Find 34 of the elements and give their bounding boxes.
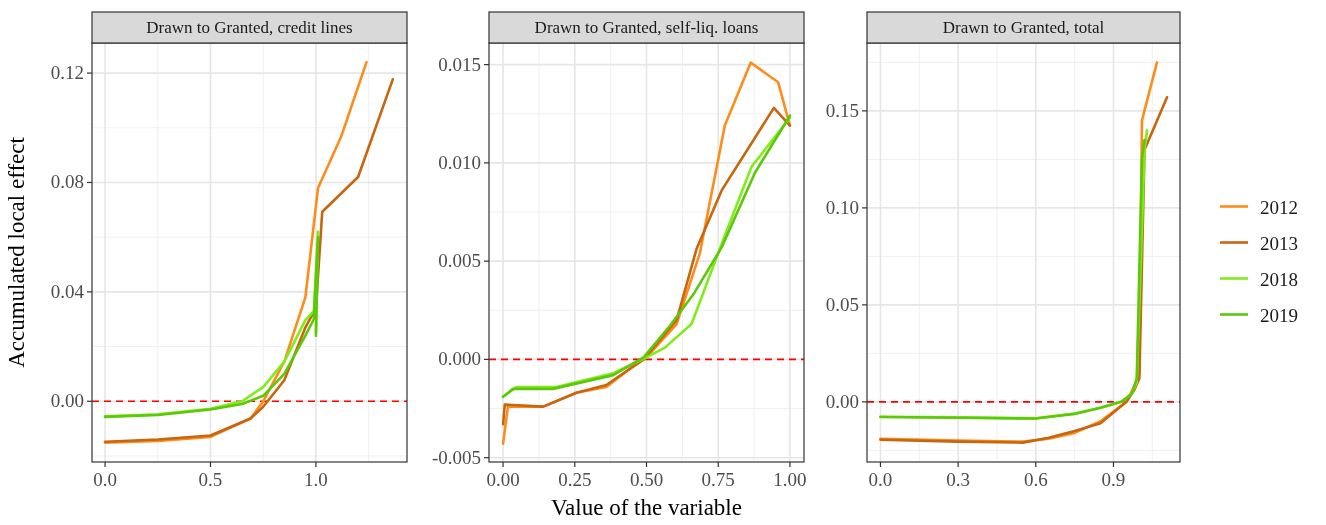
y-tick-label: 0.08: [50, 171, 84, 193]
x-tick-label: 0.00: [486, 469, 520, 490]
legend-label: 2018: [1260, 268, 1298, 290]
y-tick-label: 0.010: [438, 151, 481, 173]
y-tick-label: -0.005: [431, 446, 481, 468]
legend-label: 2013: [1260, 232, 1298, 254]
x-tick-label: 0.75: [701, 469, 735, 490]
y-tick-label: 0.00: [50, 390, 84, 412]
x-tick-label: 0.0: [93, 469, 117, 490]
y-tick-label: 0.04: [50, 280, 85, 302]
legend-label: 2019: [1260, 304, 1298, 326]
chart-title: Drawn to Granted, self-liq. loans: [534, 18, 759, 37]
y-tick-label: 0.05: [825, 293, 859, 315]
chart-title: Drawn to Granted, total: [942, 18, 1105, 37]
y-axis-title: Accumulated local effect: [4, 136, 29, 368]
y-tick-label: 0.00: [825, 390, 859, 412]
legend-label: 2012: [1260, 196, 1298, 218]
y-tick-label: 0.10: [825, 196, 859, 218]
x-tick-label: 0.0: [868, 469, 893, 490]
x-axis-title: Value of the variable: [551, 495, 742, 520]
y-tick-label: 0.12: [50, 62, 84, 84]
x-tick-label: 0.5: [198, 469, 223, 490]
y-tick-label: 0.15: [825, 99, 859, 121]
y-tick-label: 0.000: [438, 348, 481, 370]
x-tick-label: 1.00: [773, 469, 807, 490]
chart-title: Drawn to Granted, credit lines: [146, 18, 353, 37]
x-tick-label: 0.6: [1023, 469, 1048, 490]
x-tick-label: 0.9: [1101, 469, 1126, 490]
x-tick-label: 0.3: [946, 469, 970, 490]
y-tick-label: 0.015: [438, 53, 481, 75]
y-tick-label: 0.005: [438, 250, 481, 272]
x-tick-label: 0.25: [558, 469, 592, 490]
x-tick-label: 0.50: [629, 469, 664, 490]
x-tick-label: 1.0: [304, 469, 328, 490]
